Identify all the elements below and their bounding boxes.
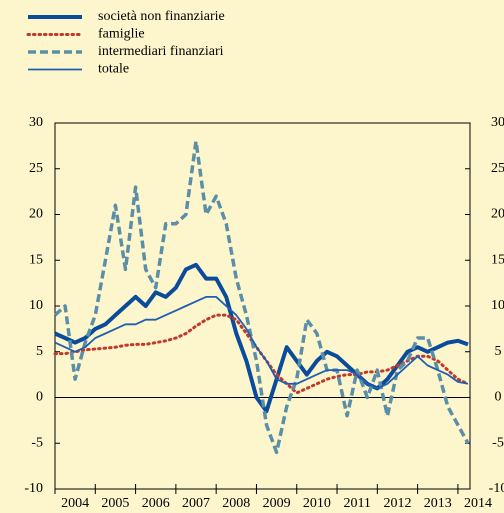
y2-tick-label: 10 [491, 298, 504, 313]
plot-frame [54, 122, 471, 490]
series-line [53, 139, 470, 455]
y-tick-label: 5 [36, 344, 43, 359]
y2-tick-label: -5 [492, 435, 504, 450]
y-tick-label: 0 [36, 390, 43, 405]
x-tick-label: 2011 [343, 496, 370, 511]
y-tick-label: -5 [31, 435, 43, 450]
y-tick-label: -10 [24, 481, 43, 496]
x-tick-label: 2013 [424, 496, 452, 511]
y2-tick-label: 20 [491, 207, 504, 222]
legend-label: intermediari finanziari [98, 44, 224, 59]
y2-tick-label: 15 [491, 252, 504, 267]
legend-label: totale [98, 62, 129, 77]
x-tick-label: 2004 [61, 496, 89, 511]
x-tick-label: 2012 [383, 496, 411, 511]
y2-tick-label: 25 [491, 161, 504, 176]
y2-tick-label: 5 [495, 344, 502, 359]
x-tick-label: 2005 [101, 496, 129, 511]
x-tick-label: 2008 [222, 496, 250, 511]
x-tick-label: 2007 [182, 496, 210, 511]
y2-tick-label: -10 [489, 481, 504, 496]
series-line [54, 262, 469, 414]
y-tick-label: 10 [29, 298, 43, 313]
y-tick-label: 20 [29, 207, 43, 222]
y2-tick-label: 30 [491, 115, 504, 130]
x-tick-label: 2006 [142, 496, 170, 511]
legend-label: società non finanziarie [98, 9, 225, 24]
y-tick-label: 15 [29, 252, 43, 267]
series-line [54, 296, 469, 390]
y-tick-label: 30 [29, 115, 43, 130]
legend-label: famiglie [98, 27, 145, 42]
y-tick-label: 25 [29, 161, 43, 176]
x-tick-label: 2009 [263, 496, 291, 511]
y2-tick-label: 0 [495, 390, 502, 405]
x-tick-label: 2010 [303, 496, 331, 511]
x-tick-label: 2014 [464, 496, 492, 511]
